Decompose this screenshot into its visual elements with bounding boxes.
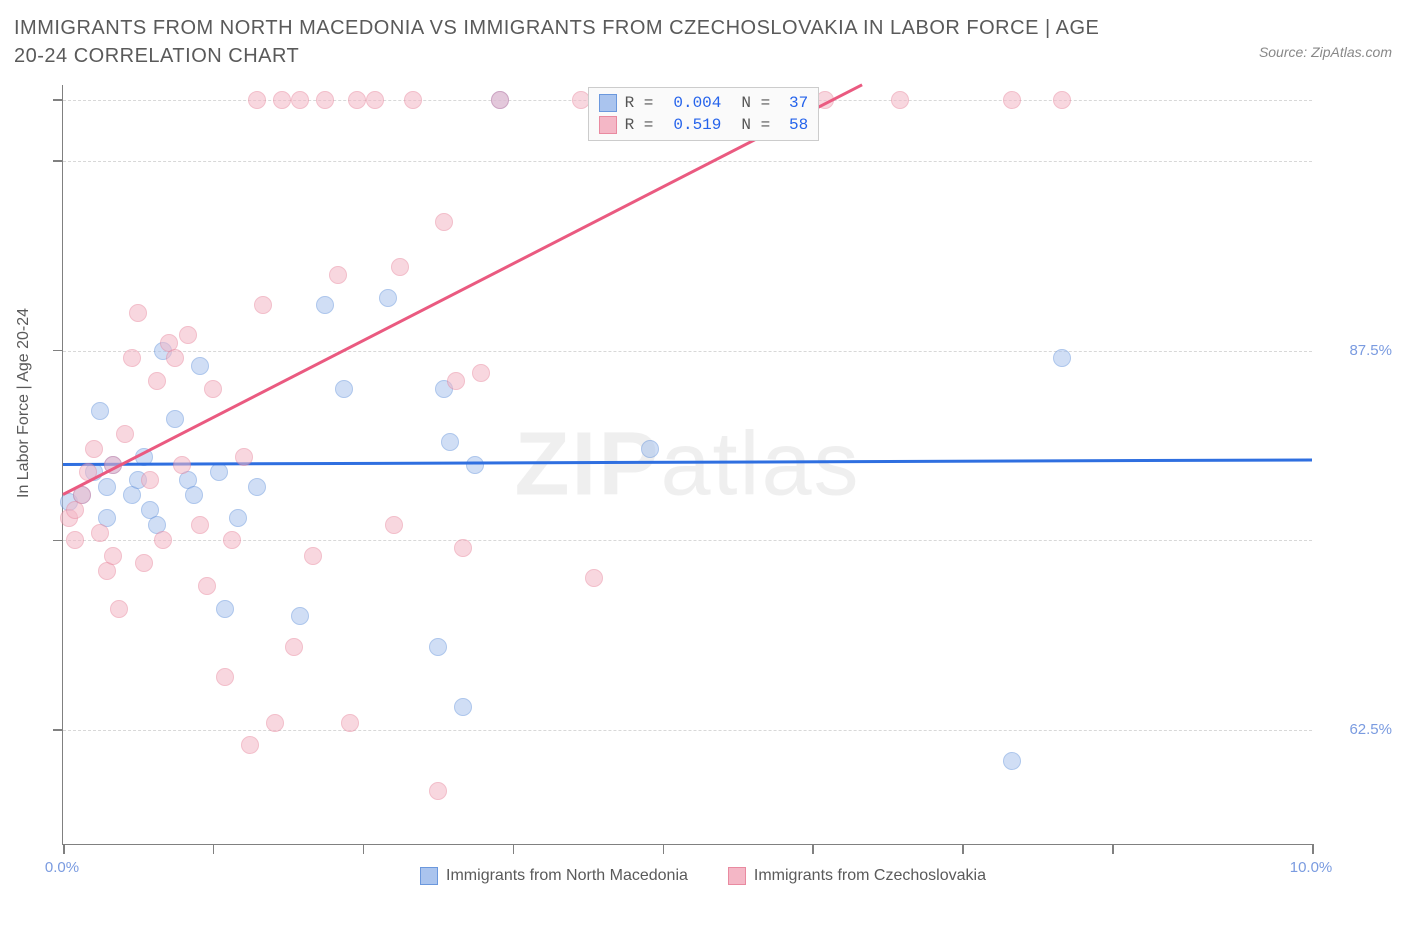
x-tick-label: 0.0%	[45, 859, 79, 876]
stats-legend-row: R =0.004N =37	[599, 92, 809, 114]
data-point	[1003, 91, 1021, 109]
data-point	[435, 213, 453, 231]
data-point	[104, 547, 122, 565]
data-point	[641, 440, 659, 458]
data-point	[379, 289, 397, 307]
data-point	[91, 402, 109, 420]
data-point	[129, 304, 147, 322]
data-point	[166, 410, 184, 428]
y-tick-label: 87.5%	[1349, 342, 1392, 359]
legend-swatch	[728, 867, 746, 885]
gridline	[63, 351, 1312, 352]
data-point	[285, 638, 303, 656]
page-title: IMMIGRANTS FROM NORTH MACEDONIA VS IMMIG…	[14, 14, 1114, 70]
legend-swatch	[599, 116, 617, 134]
chart-container: In Labor Force | Age 20-24 ZIPatlas R =0…	[14, 85, 1392, 890]
data-point	[223, 531, 241, 549]
data-point	[429, 782, 447, 800]
data-point	[316, 296, 334, 314]
data-point	[229, 509, 247, 527]
data-point	[441, 433, 459, 451]
data-point	[191, 516, 209, 534]
data-point	[366, 91, 384, 109]
data-point	[385, 516, 403, 534]
source-credit: Source: ZipAtlas.com	[1259, 44, 1392, 60]
data-point	[191, 357, 209, 375]
data-point	[241, 736, 259, 754]
data-point	[141, 471, 159, 489]
x-tick-label: 10.0%	[1290, 859, 1333, 876]
data-point	[1003, 752, 1021, 770]
data-point	[447, 372, 465, 390]
data-point	[154, 531, 172, 549]
data-point	[166, 349, 184, 367]
data-point	[254, 296, 272, 314]
data-point	[85, 440, 103, 458]
data-point	[404, 91, 422, 109]
data-point	[66, 531, 84, 549]
gridline	[63, 730, 1312, 731]
data-point	[454, 539, 472, 557]
y-axis-label: In Labor Force | Age 20-24	[15, 478, 33, 498]
data-point	[1053, 91, 1071, 109]
data-point	[491, 91, 509, 109]
data-point	[316, 91, 334, 109]
watermark: ZIPatlas	[514, 413, 860, 516]
data-point	[216, 600, 234, 618]
legend-label: Immigrants from Czechoslovakia	[754, 867, 986, 885]
data-point	[329, 266, 347, 284]
data-point	[148, 372, 166, 390]
data-point	[179, 326, 197, 344]
data-point	[472, 364, 490, 382]
gridline	[63, 540, 1312, 541]
gridline	[63, 161, 1312, 162]
legend-swatch	[420, 867, 438, 885]
data-point	[273, 91, 291, 109]
legend-label: Immigrants from North Macedonia	[446, 867, 688, 885]
data-point	[210, 463, 228, 481]
legend-item: Immigrants from North Macedonia	[420, 867, 688, 885]
data-point	[198, 577, 216, 595]
data-point	[91, 524, 109, 542]
bottom-legend: Immigrants from North Macedonia Immigrant…	[14, 867, 1392, 890]
data-point	[173, 456, 191, 474]
data-point	[216, 668, 234, 686]
data-point	[391, 258, 409, 276]
legend-item: Immigrants from Czechoslovakia	[728, 867, 986, 885]
stats-legend-row: R =0.519N =58	[599, 114, 809, 136]
data-point	[135, 554, 153, 572]
data-point	[454, 698, 472, 716]
data-point	[341, 714, 359, 732]
data-point	[116, 425, 134, 443]
data-point	[185, 486, 203, 504]
data-point	[585, 569, 603, 587]
data-point	[98, 478, 116, 496]
data-point	[266, 714, 284, 732]
data-point	[1053, 349, 1071, 367]
data-point	[429, 638, 447, 656]
y-tick-label: 62.5%	[1349, 721, 1392, 738]
data-point	[348, 91, 366, 109]
data-point	[291, 607, 309, 625]
data-point	[110, 600, 128, 618]
regression-line	[62, 84, 863, 497]
data-point	[248, 478, 266, 496]
stats-legend: R =0.004N =37R =0.519N =58	[588, 87, 820, 141]
data-point	[204, 380, 222, 398]
data-point	[335, 380, 353, 398]
data-point	[123, 349, 141, 367]
data-point	[291, 91, 309, 109]
data-point	[304, 547, 322, 565]
data-point	[891, 91, 909, 109]
plot-area: ZIPatlas R =0.004N =37R =0.519N =58	[62, 85, 1312, 845]
legend-swatch	[599, 94, 617, 112]
data-point	[248, 91, 266, 109]
data-point	[235, 448, 253, 466]
